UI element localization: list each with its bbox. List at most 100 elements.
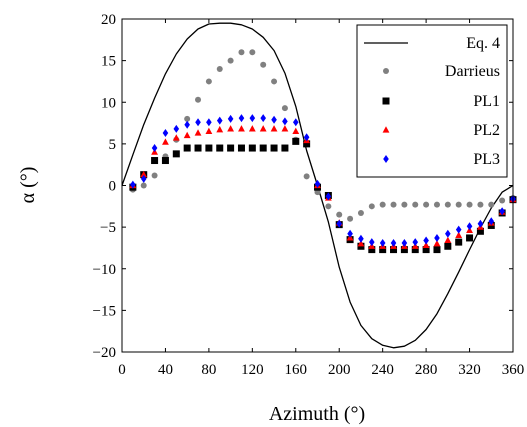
data-point-pl2 [248, 125, 256, 132]
data-point-pl2 [140, 170, 148, 178]
data-point-pl3 [369, 238, 375, 247]
data-point-pl1 [281, 144, 289, 152]
data-point-pl1 [368, 246, 376, 254]
data-point-pl3 [271, 115, 277, 124]
data-point-darrieus [271, 78, 278, 85]
data-point-pl3 [434, 233, 440, 242]
x-tick-label: 0 [118, 362, 126, 378]
data-point-darrieus [238, 49, 245, 56]
data-point-darrieus [379, 201, 386, 208]
data-point-darrieus [227, 57, 234, 64]
data-point-pl2 [172, 134, 180, 141]
x-tick-label: 280 [415, 362, 438, 378]
data-point-darrieus [433, 201, 440, 208]
data-point-pl3 [173, 124, 180, 133]
data-point-pl3 [347, 229, 353, 238]
data-point-pl2 [216, 125, 224, 133]
legend-label-eq-4: Eq. 4 [466, 35, 500, 52]
data-point-pl2 [444, 236, 452, 244]
data-point-pl1 [303, 140, 311, 148]
data-point-darrieus [205, 78, 212, 85]
data-point-pl2 [357, 239, 365, 247]
x-tick-label: 160 [285, 362, 308, 378]
data-point-darrieus [151, 172, 158, 179]
data-point-pl2 [162, 138, 169, 145]
data-point-pl1 [259, 144, 267, 152]
legend-box [356, 24, 508, 178]
legend: Eq. 4 Darrieus PL1 PL2 PL3 [356, 24, 508, 178]
data-point-pl1 [433, 246, 441, 254]
data-point-pl1 [237, 144, 245, 152]
y-tick-label: 10 [101, 95, 116, 111]
y-tick-label: 20 [101, 12, 116, 28]
data-point-pl2 [270, 125, 278, 132]
data-point-pl3 [412, 238, 419, 247]
data-point-pl1 [292, 137, 300, 145]
data-point-darrieus [488, 201, 495, 208]
x-tick-label: 200 [328, 362, 351, 378]
data-point-pl3 [401, 238, 408, 247]
data-point-pl1 [183, 144, 191, 152]
data-point-darrieus [325, 203, 332, 210]
data-point-pl2 [227, 125, 235, 132]
legend-label-pl2: PL2 [473, 122, 500, 139]
data-point-pl2 [422, 241, 430, 249]
data-point-pl1 [379, 246, 387, 254]
data-point-pl3 [423, 236, 429, 245]
data-point-darrieus [390, 201, 397, 208]
data-point-darrieus [216, 65, 223, 72]
data-point-darrieus [499, 197, 506, 204]
data-point-pl1 [205, 144, 213, 152]
data-point-pl2 [259, 125, 267, 132]
data-point-pl1 [194, 144, 202, 152]
y-axis-title: α (°) [17, 167, 39, 204]
legend-marker-pl2 [382, 126, 390, 133]
y-tick-label: 15 [101, 54, 116, 70]
data-point-pl3 [358, 234, 364, 243]
y-tick-label: −10 [93, 262, 116, 278]
data-point-pl3 [282, 117, 288, 126]
data-point-pl3 [184, 120, 190, 129]
data-point-pl3 [151, 144, 158, 153]
data-point-darrieus [357, 209, 364, 216]
data-point-pl1 [390, 246, 398, 254]
legend-label-pl1: PL1 [473, 93, 500, 110]
data-point-pl3 [130, 180, 136, 189]
data-point-pl1 [422, 246, 430, 254]
axis-ticks [121, 18, 514, 353]
data-point-pl3 [140, 174, 147, 183]
x-tick-label: 120 [241, 362, 264, 378]
legend-marker-pl1 [382, 97, 390, 105]
data-point-darrieus [260, 61, 267, 68]
data-point-darrieus [423, 201, 430, 208]
y-tick-label: −20 [93, 345, 116, 361]
data-point-darrieus [140, 182, 147, 189]
x-tick-label: 320 [458, 362, 481, 378]
data-point-pl3 [455, 225, 462, 234]
x-tick-label: 80 [201, 362, 216, 378]
x-tick-label: 240 [371, 362, 394, 378]
data-point-darrieus [347, 215, 354, 222]
y-tick-label: −15 [93, 303, 116, 319]
legend-label-pl3: PL3 [473, 151, 500, 168]
data-point-darrieus [336, 211, 343, 218]
data-point-pl1 [400, 246, 408, 254]
data-point-darrieus [281, 105, 288, 112]
data-point-darrieus [477, 201, 484, 208]
data-point-pl3 [216, 116, 223, 125]
data-point-pl1 [227, 144, 235, 152]
data-point-darrieus [412, 201, 419, 208]
chart-marks [121, 22, 517, 349]
data-point-pl1 [270, 144, 278, 152]
data-point-pl3 [227, 114, 234, 123]
data-point-darrieus [466, 201, 473, 208]
data-point-pl1 [161, 157, 169, 165]
data-point-pl3 [477, 219, 484, 228]
data-point-pl3 [195, 118, 201, 127]
data-point-pl2 [455, 231, 463, 239]
y-tick-label: −5 [100, 220, 116, 236]
data-point-pl3 [390, 238, 397, 247]
x-tick-label: 40 [158, 362, 173, 378]
data-point-pl2 [238, 125, 245, 132]
